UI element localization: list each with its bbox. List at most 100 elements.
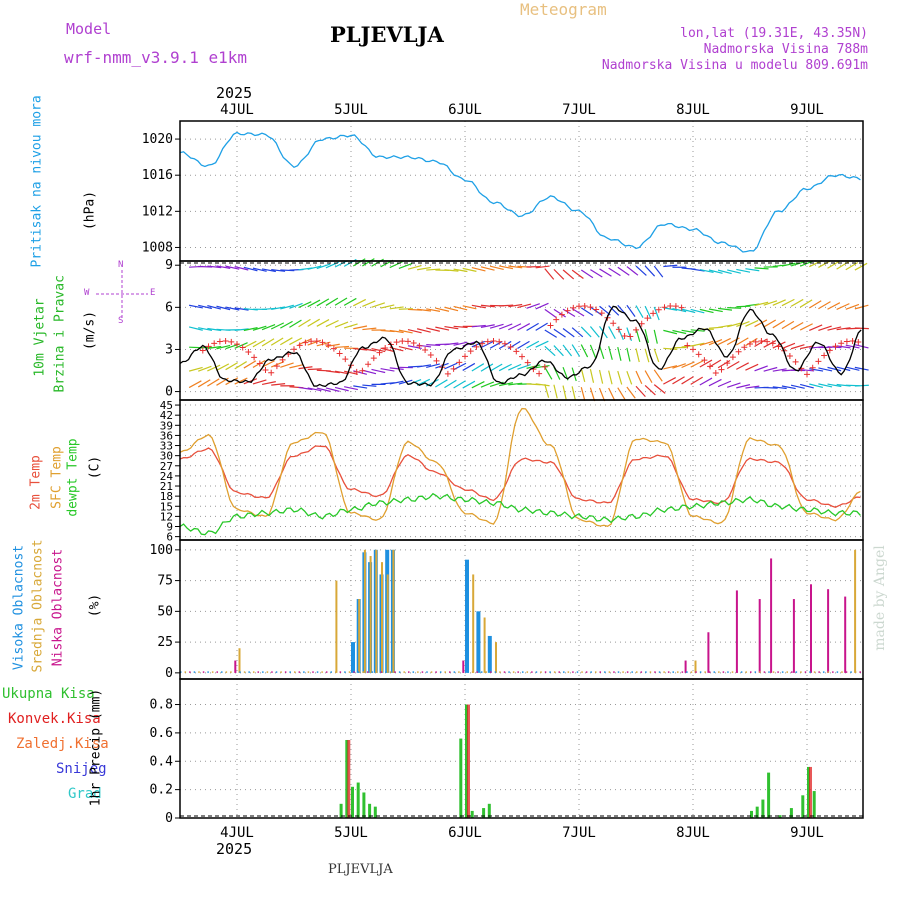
- wind-barb: [316, 387, 331, 392]
- y-tick-label: 6: [166, 531, 173, 544]
- wind-gust-marker: [747, 340, 753, 347]
- wind-barb: [836, 366, 851, 372]
- y-tick-label: 45: [160, 399, 173, 412]
- wind-barb: [672, 376, 685, 385]
- wind-gust-marker: [587, 304, 594, 311]
- cloud-baseline-mark: [663, 671, 665, 673]
- y-tick-label: 50: [157, 604, 173, 619]
- cloud-baseline-mark: [234, 671, 237, 673]
- wind-barb: [699, 340, 714, 346]
- compass-e: E: [150, 288, 156, 298]
- cloud-baseline-mark: [581, 671, 583, 673]
- wind-barb: [471, 340, 485, 348]
- x-day-label-top: 6JUL: [448, 102, 482, 118]
- wind-gust-marker: [610, 320, 617, 327]
- cloud-baseline-mark: [339, 671, 342, 673]
- cloud-baseline-mark: [718, 671, 720, 673]
- cloud-bar: [375, 549, 378, 673]
- wind-barb: [681, 361, 695, 369]
- wind-barb: [635, 370, 643, 385]
- cloud-baseline-mark: [198, 671, 200, 673]
- wind-barb: [307, 299, 321, 308]
- wind-gust-marker: [256, 360, 263, 367]
- wind-barb: [626, 347, 631, 362]
- wind-barb: [580, 269, 594, 279]
- wind-barb: [216, 305, 231, 311]
- cloud-baseline-mark: [221, 671, 223, 673]
- precip-bar: [347, 739, 351, 818]
- cloud-bar: [465, 559, 469, 673]
- wind-barb: [608, 370, 613, 385]
- wind-barb: [663, 264, 678, 268]
- cloud-baseline-mark: [335, 671, 337, 673]
- wind-barb: [736, 384, 751, 389]
- cloud-baseline-mark: [690, 671, 693, 673]
- cloud-baseline-mark: [540, 671, 542, 673]
- wind-gust-marker: [695, 351, 702, 358]
- wind-barb: [462, 380, 476, 389]
- cloud-baseline-mark: [252, 671, 255, 673]
- wind-gust-marker: [581, 302, 588, 309]
- cloud-baseline-mark: [357, 671, 360, 673]
- wind-gust-marker: [672, 303, 679, 310]
- wind-barb: [644, 265, 656, 277]
- wind-gust-marker: [245, 348, 252, 355]
- wind-barb: [553, 384, 558, 399]
- cloud-baseline-mark: [284, 671, 287, 673]
- wind-barb: [508, 323, 522, 331]
- y-tick-label: 1020: [142, 132, 173, 147]
- wind-barb: [736, 362, 749, 370]
- wind-barb: [553, 268, 565, 280]
- wind-barb: [663, 377, 677, 385]
- cloud-baseline-mark: [567, 671, 570, 673]
- wind-barb: [198, 304, 212, 310]
- cloud-baseline-mark: [239, 671, 241, 673]
- wind-barb: [653, 329, 658, 344]
- wind-barb: [854, 384, 869, 387]
- wind-barb: [727, 322, 741, 328]
- wind-barb: [207, 327, 222, 332]
- wind-barb: [772, 299, 786, 306]
- wind-barb: [444, 379, 457, 389]
- precip-bar: [368, 803, 372, 818]
- y-tick-label: 0.8: [150, 698, 173, 713]
- wind-barb: [234, 307, 249, 311]
- wind-barb: [480, 324, 495, 328]
- wind-barb: [617, 387, 626, 400]
- cloud-baseline-mark: [854, 671, 857, 673]
- cloud-baseline-mark: [526, 671, 529, 673]
- cloud-baseline-mark: [604, 671, 606, 673]
- wind-barb: [836, 303, 850, 310]
- cloud-bar: [381, 562, 383, 673]
- wind-gust-marker: [319, 339, 326, 346]
- wind-gust-marker: [735, 348, 742, 355]
- wind-gust-marker: [764, 338, 771, 345]
- wind-barb: [608, 326, 616, 340]
- wind-gust-marker: [296, 342, 303, 349]
- compass-n: N: [118, 260, 124, 270]
- y-tick-label: 9: [165, 258, 173, 273]
- cloud-baseline-mark: [827, 671, 830, 673]
- wind-barb: [480, 381, 495, 388]
- y-tick-label: 30: [160, 450, 173, 463]
- cloud-baseline-mark: [713, 671, 716, 673]
- cloud-baseline-mark: [681, 671, 684, 673]
- wind-barb: [745, 363, 759, 371]
- cloud-baseline-mark: [649, 671, 652, 673]
- wind-barb: [426, 308, 441, 312]
- wind-barb: [653, 369, 663, 382]
- wind-barb: [690, 376, 704, 385]
- wind-barb: [800, 368, 815, 372]
- wind-barb: [417, 266, 432, 271]
- precip-bar: [767, 772, 771, 818]
- wind-barb: [316, 319, 330, 327]
- model-label: Model: [66, 20, 112, 38]
- wind-barb: [781, 298, 795, 307]
- wind-barb: [298, 366, 313, 370]
- wind-barb: [280, 320, 293, 329]
- cloud-baseline-mark: [362, 671, 364, 673]
- coords-label: lon,lat (19.31E, 43.35N): [680, 26, 868, 41]
- wind-gust-marker: [729, 354, 736, 361]
- wind-barb: [234, 361, 247, 370]
- precip-bar: [761, 799, 765, 818]
